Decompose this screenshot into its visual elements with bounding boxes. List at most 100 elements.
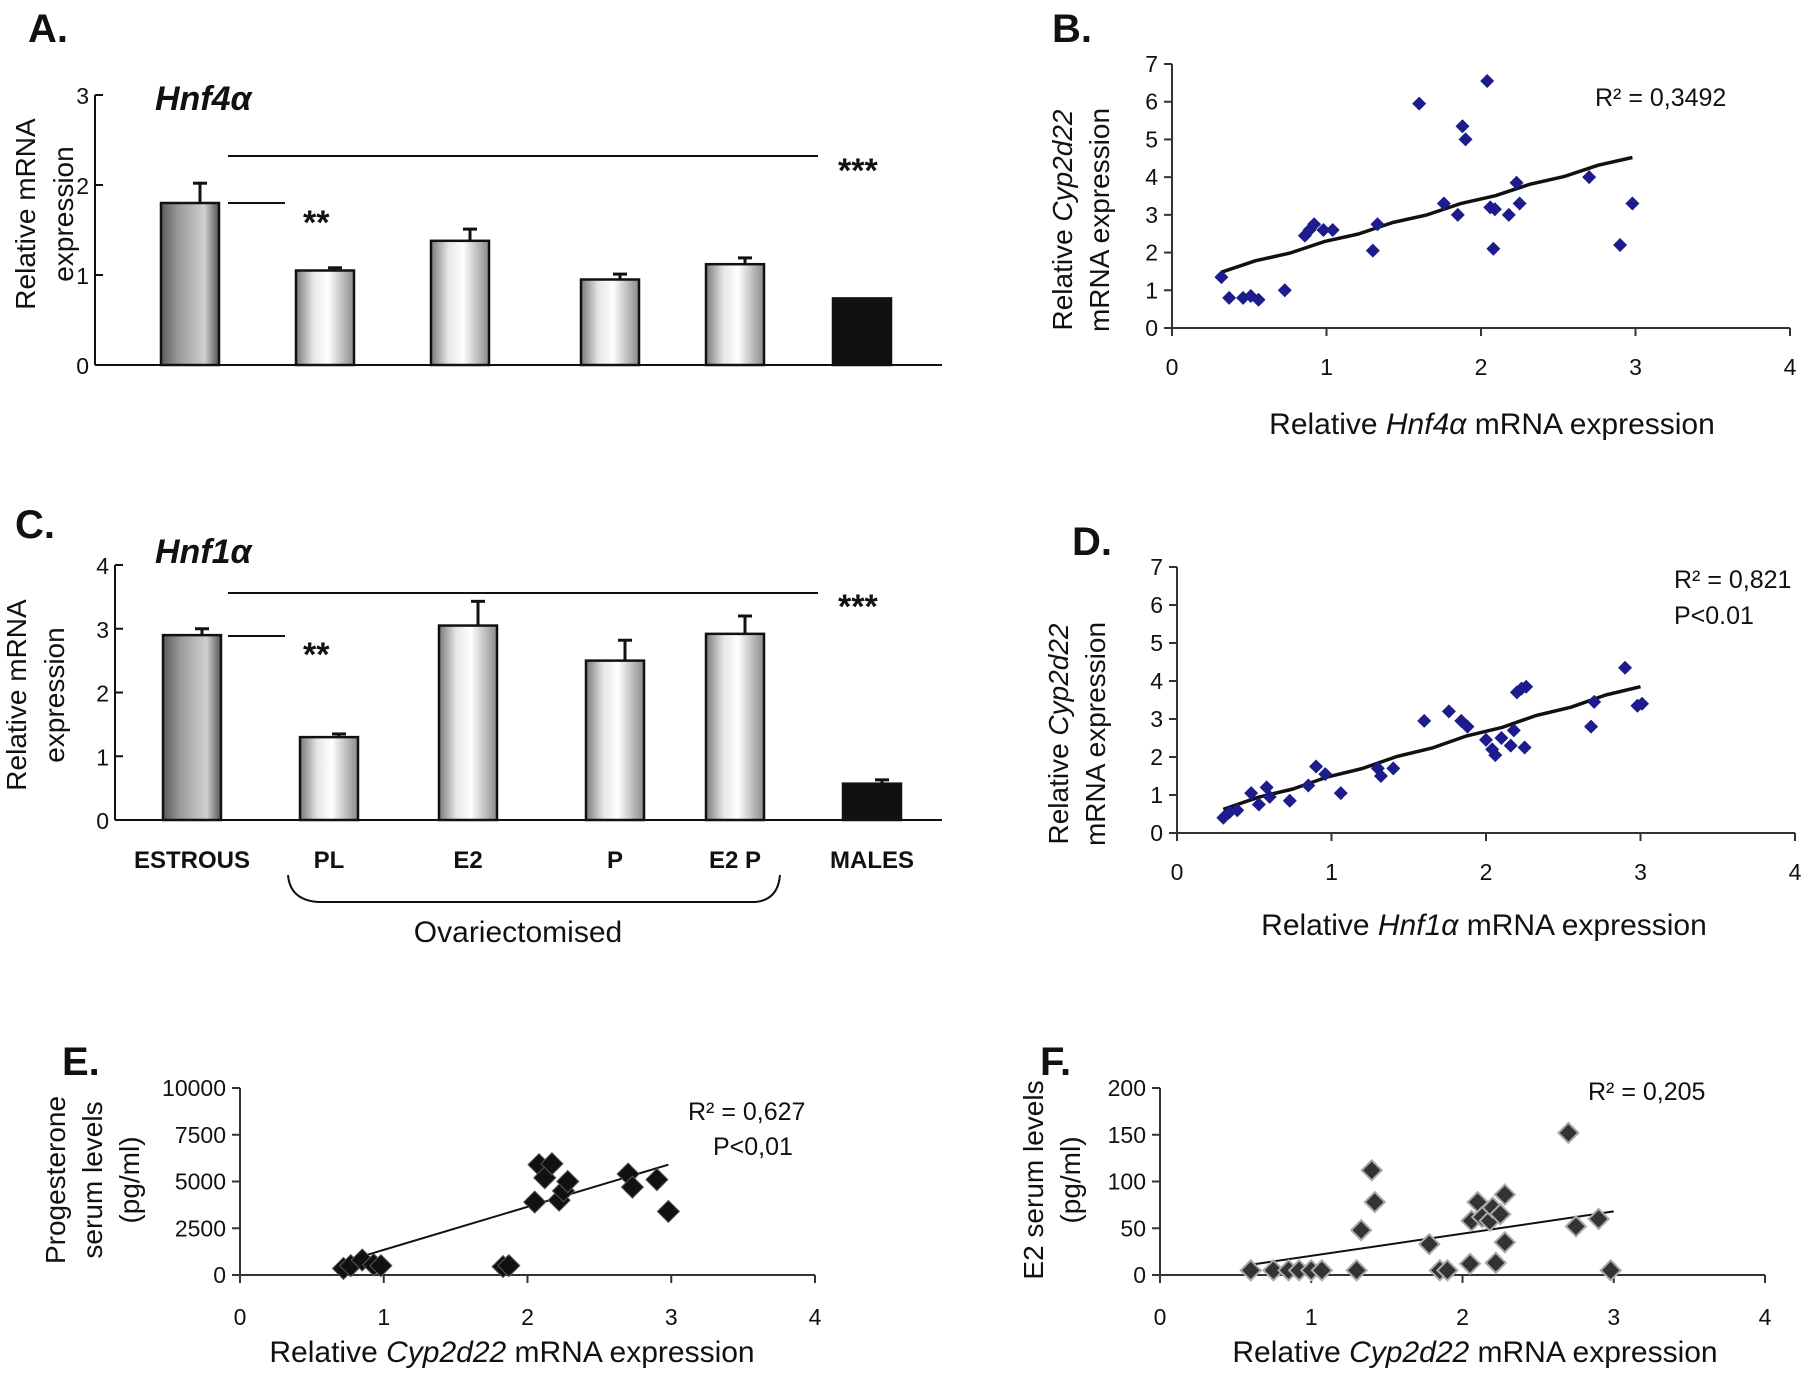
panel-d-xtick-label: 2 [1480,859,1493,885]
panel-b-ylabel-prefix: Relative [1047,222,1078,331]
panel-e-data-point [522,1190,547,1214]
panel-a-bar-e2-p [704,262,766,367]
panel-e-data-point [620,1175,645,1199]
group-label-ovariectomised: Ovariectomised [414,916,622,949]
panel-b-ytick-label: 3 [1145,202,1158,228]
panel-d-data-point [1517,740,1532,755]
panel-b-ytick-label: 0 [1145,315,1158,341]
panel-b-data-point [1512,196,1527,211]
panel-f-xtick-label: 4 [1759,1304,1772,1330]
panel-e-xtick-label: 4 [809,1304,822,1330]
panel-b-data-point [1370,217,1385,232]
panel-d-r2: R² = 0,821 [1674,566,1791,594]
panel-b-data-point [1450,207,1465,222]
panel-c-ytick-label: 3 [96,617,109,643]
panel-d-data-point [1251,797,1266,812]
panel-b-data-point [1436,196,1451,211]
panel-a-ylabel-line1: Relative mRNA [10,118,41,310]
panel-f-xlabel-suffix: mRNA expression [1469,1336,1717,1369]
panel-b-r2: R² = 0,3492 [1595,84,1726,112]
panel-b-xlabel-prefix: Relative [1269,408,1386,441]
panel-c-category-label: PL [314,847,345,874]
panel-f-ytick-label: 50 [1120,1215,1146,1241]
panel-f-ytick-label: 200 [1108,1075,1146,1101]
panel-c-sig-stars-long: *** [838,588,878,626]
panel-f-data-point [1345,1258,1369,1282]
panel-d-data-point [1244,786,1259,801]
panel-d-pvalue: P<0.01 [1674,602,1754,630]
panel-b-xlabel: Relative Hnf4α mRNA expression [1269,408,1715,441]
panel-b-ylabel: Relative Cyp2d22 mRNA expression [1047,108,1115,332]
panel-f-data-point [1556,1121,1580,1145]
panel-f-data-point [1488,1202,1512,1226]
panel-e-ytick-label: 7500 [175,1122,226,1148]
panel-d-xlabel-gene: Hnf1α [1378,909,1459,942]
panel-d: D. Relative Cyp2d22 mRNA expression Rela… [1043,520,1802,942]
panel-b-trendline [1220,155,1633,274]
panel-e-ytick-label: 2500 [175,1215,226,1241]
panel-d-xtick-label: 4 [1789,859,1802,885]
panel-d-data-point [1488,748,1503,763]
panel-c-category-label: MALES [830,847,914,874]
panel-f-xlabel: Relative Cyp2d22 mRNA expression [1232,1336,1717,1369]
panel-b-ylabel-gene: Cyp2d22 [1047,109,1078,222]
panel-d-data-point [1494,731,1509,745]
panel-b-data-point [1316,222,1331,237]
panel-d-data-point [1417,713,1432,728]
panel-b-data-point [1455,119,1470,134]
panel-d-ytick-label: 3 [1150,706,1163,732]
panel-d-ytick-label: 0 [1150,820,1163,846]
panel-f-ylabel-line1: E2 serum levels [1018,1080,1049,1279]
panel-b-ytick-label: 4 [1145,164,1158,190]
panel-a-ylabel-line2: expression [48,146,79,281]
panel-d-data-point [1309,759,1324,774]
panel-a-bar-males [831,297,893,367]
panel-f-xtick-label: 0 [1154,1304,1167,1330]
panel-d-data-point [1386,761,1401,776]
panel-c-ytick-label: 2 [96,681,109,707]
panel-b-data-point [1486,241,1501,256]
panel-f-data-point [1458,1252,1482,1276]
panel-b-ylabel-line2: mRNA expression [1084,108,1115,332]
panel-f-data-point [1435,1258,1459,1282]
panel-d-xtick-label: 1 [1325,859,1338,885]
panel-b-letter: B. [1052,7,1092,51]
panel-b-plot: 0 1 2 3 4 5 6 7 0 1 2 3 4 [1145,51,1796,380]
panel-e-letter: E. [62,1040,100,1084]
panel-a-ytick-label: 0 [76,353,89,379]
panel-e-trendline [343,1163,669,1263]
panel-b-xlabel-gene: Hnf4α [1386,408,1467,441]
panel-d-data-point [1635,696,1650,711]
panel-a-bar-p [579,278,641,367]
panel-c-category-label: E2 [453,847,482,874]
panel-f-data-point [1587,1207,1611,1231]
panel-b-data-point [1325,222,1340,237]
panel-b-data-point [1509,175,1524,190]
panel-b-data-point [1501,207,1516,222]
panel-b-xlabel-suffix: mRNA expression [1466,408,1714,441]
panel-b-data-point [1365,243,1380,258]
panel-a-bar-pl [294,269,356,367]
panel-f: F. E2 serum levels (pg/ml) Relative Cyp2… [1018,1040,1772,1369]
panel-e-xlabel-suffix: mRNA expression [506,1336,754,1369]
panel-d-ytick-label: 5 [1150,630,1163,656]
panel-d-data-point [1503,738,1518,753]
panel-f-r2: R² = 0,205 [1588,1078,1705,1106]
panel-f-data-point [1493,1230,1517,1254]
panel-c-bar-pl [298,735,360,822]
panel-f-data-point [1363,1190,1387,1214]
panel-e-xlabel-gene: Cyp2d22 [386,1336,506,1369]
panel-e-ylabel-line3: (pg/ml) [114,1136,145,1223]
panel-d-data-point [1506,723,1521,738]
panel-b-ytick-label: 5 [1145,126,1158,152]
panel-f-data-point [1417,1232,1441,1256]
panel-e-data-point [369,1253,393,1278]
panel-b-data-point [1480,73,1495,88]
panel-b-data-point [1458,132,1473,147]
panel-d-data-point [1373,769,1388,783]
panel-c-letter: C. [15,503,55,547]
panel-b-xtick-label: 0 [1166,354,1179,380]
panel-a-ytick-label: 3 [76,83,89,109]
